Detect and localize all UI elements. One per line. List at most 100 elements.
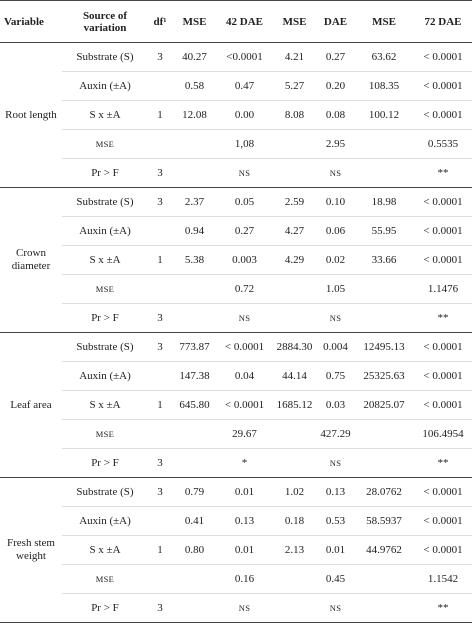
value-cell: < 0.0001 <box>414 71 472 101</box>
value-cell: 773.87 <box>172 332 217 362</box>
source-cell: S x ±A <box>62 390 148 420</box>
value-cell: < 0.0001 <box>414 506 472 536</box>
value-cell <box>172 419 217 449</box>
value-cell <box>148 71 172 101</box>
value-cell: 1 <box>148 245 172 275</box>
value-cell: 8.08 <box>272 100 317 130</box>
value-cell <box>272 593 317 623</box>
value-cell <box>148 129 172 159</box>
value-cell: NS <box>217 158 272 188</box>
source-cell: Substrate (S) <box>62 42 148 72</box>
value-cell <box>172 448 217 478</box>
value-cell: < 0.0001 <box>414 390 472 420</box>
table-row: Auxin (±A) 0.58 0.47 5.27 0.20 108.35 < 0.0001 <box>0 71 472 101</box>
value-cell: 0.27 <box>317 42 354 72</box>
value-cell <box>272 303 317 333</box>
value-cell: 0.02 <box>317 245 354 275</box>
value-cell: 44.9762 <box>354 535 414 565</box>
table-row: MSE 29.67 427.29 106.4954 <box>0 419 472 449</box>
value-cell: 0.08 <box>317 100 354 130</box>
value-cell <box>272 129 317 159</box>
value-cell: NS <box>317 593 354 623</box>
value-cell: < 0.0001 <box>414 42 472 72</box>
value-cell: ** <box>414 303 472 333</box>
header-cell: MSE <box>172 0 217 43</box>
value-cell: < 0.0001 <box>217 332 272 362</box>
table-row: Crown diameter Substrate (S) 3 2.37 0.05 2.59… <box>0 187 472 333</box>
value-cell: 1 <box>148 100 172 130</box>
value-cell <box>354 274 414 304</box>
value-cell: 0.06 <box>317 216 354 246</box>
value-cell <box>272 274 317 304</box>
value-cell: 0.80 <box>172 535 217 565</box>
header-cell: df¹ <box>148 0 172 43</box>
source-cell: MSE <box>62 274 148 304</box>
header-cell: Source of variation <box>62 0 148 43</box>
value-cell <box>148 274 172 304</box>
value-cell: 0.5535 <box>414 129 472 159</box>
value-cell: 106.4954 <box>414 419 472 449</box>
value-cell: < 0.0001 <box>414 245 472 275</box>
value-cell: 0.94 <box>172 216 217 246</box>
value-cell: 0.20 <box>317 71 354 101</box>
value-cell: 4.21 <box>272 42 317 72</box>
value-cell: NS <box>317 303 354 333</box>
variable-cell: Fresh stem weight <box>0 477 62 623</box>
value-cell: 147.38 <box>172 361 217 391</box>
table-row: S x ±A 1 5.38 0.003 4.29 0.02 33.66 < 0.0001 <box>0 245 472 275</box>
value-cell: 0.47 <box>217 71 272 101</box>
header-row: Variable Source of variation df¹ MSE 42 DAE M… <box>0 0 472 43</box>
table-row: MSE 1,08 2.95 0.5535 <box>0 129 472 159</box>
value-cell <box>172 564 217 594</box>
value-cell: 3 <box>148 332 172 362</box>
source-cell: Auxin (±A) <box>62 71 148 101</box>
value-cell: < 0.0001 <box>414 361 472 391</box>
value-cell: 0.00 <box>217 100 272 130</box>
value-cell: 0.13 <box>317 477 354 507</box>
value-cell: 1.1476 <box>414 274 472 304</box>
source-cell: Auxin (±A) <box>62 216 148 246</box>
value-cell <box>172 593 217 623</box>
value-cell <box>354 593 414 623</box>
source-cell: MSE <box>62 129 148 159</box>
table-row: S x ±A 1 0.80 0.01 2.13 0.01 44.9762 < 0.0001 <box>0 535 472 565</box>
value-cell <box>148 506 172 536</box>
value-cell: 100.12 <box>354 100 414 130</box>
source-cell: S x ±A <box>62 535 148 565</box>
value-cell: 1.05 <box>317 274 354 304</box>
value-cell: 1 <box>148 535 172 565</box>
variable-cell: Root length <box>0 42 62 188</box>
value-cell: 3 <box>148 477 172 507</box>
value-cell: 3 <box>148 187 172 217</box>
value-cell <box>272 448 317 478</box>
value-cell: 2.37 <box>172 187 217 217</box>
source-cell: Substrate (S) <box>62 187 148 217</box>
value-cell: NS <box>217 303 272 333</box>
value-cell <box>354 448 414 478</box>
source-cell: MSE <box>62 419 148 449</box>
value-cell: < 0.0001 <box>414 100 472 130</box>
source-cell: Substrate (S) <box>62 332 148 362</box>
value-cell: 25325.63 <box>354 361 414 391</box>
value-cell <box>148 216 172 246</box>
table-row: Root length Substrate (S) 3 40.27 <0.0001 4.2… <box>0 42 472 188</box>
value-cell: 0.72 <box>217 274 272 304</box>
value-cell: 12495.13 <box>354 332 414 362</box>
source-cell: S x ±A <box>62 100 148 130</box>
value-cell: 427.29 <box>317 419 354 449</box>
value-cell: 3 <box>148 303 172 333</box>
value-cell: 2.59 <box>272 187 317 217</box>
variable-cell: Crown diameter <box>0 187 62 333</box>
header-cell: MSE <box>354 0 414 43</box>
value-cell: 33.66 <box>354 245 414 275</box>
table-row: Fresh stem weight Substrate (S) 3 0.79 0.01 1… <box>0 477 472 623</box>
value-cell: 0.16 <box>217 564 272 594</box>
table-row: Leaf area Substrate (S) 3 773.87 < 0.0001 288… <box>0 332 472 478</box>
value-cell: < 0.0001 <box>414 535 472 565</box>
value-cell: 0.01 <box>217 535 272 565</box>
value-cell <box>272 564 317 594</box>
value-cell: < 0.0001 <box>217 390 272 420</box>
value-cell <box>172 274 217 304</box>
value-cell: 3 <box>148 593 172 623</box>
